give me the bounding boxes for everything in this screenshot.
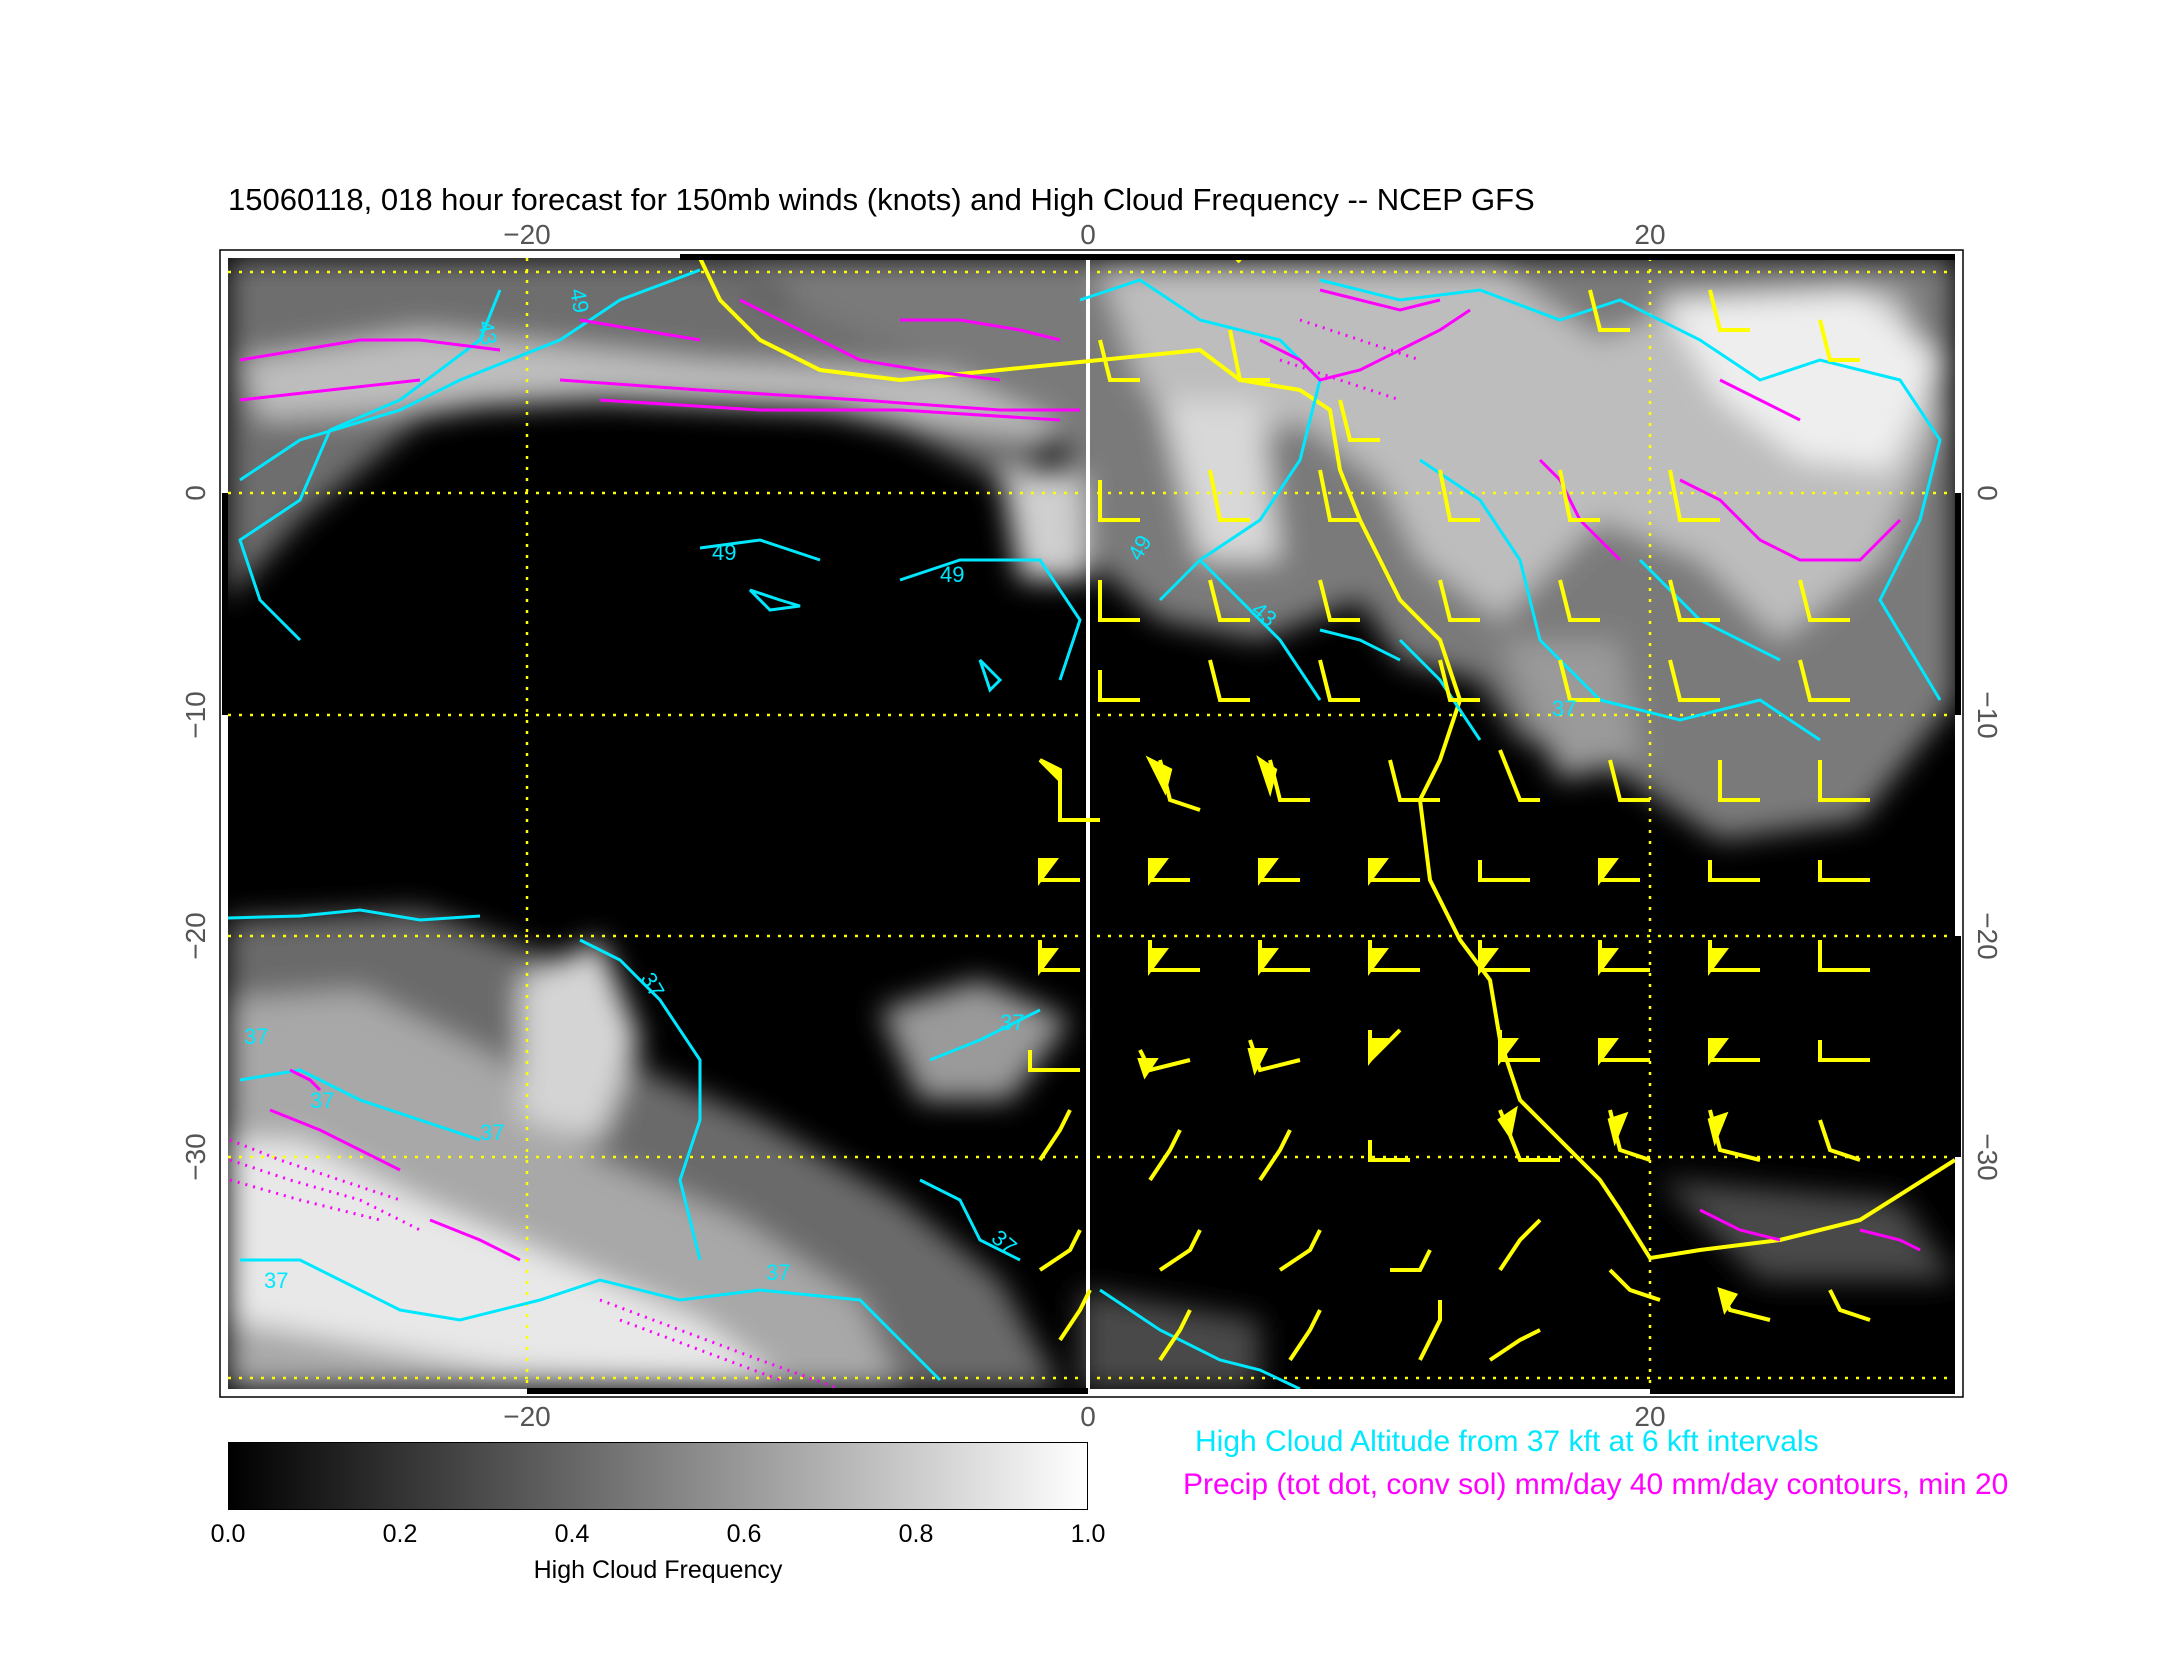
contour-label: 49 xyxy=(565,287,594,315)
contour-label: 37 xyxy=(1552,696,1576,721)
cloud-altitude-legend: High Cloud Altitude from 37 kft at 6 kft… xyxy=(1195,1425,1819,1458)
coastline xyxy=(698,258,1955,1261)
wind-barb-row-5 xyxy=(1038,1105,1861,1182)
colorbar-tick: 0.2 xyxy=(382,1520,418,1548)
contour-label: 49 xyxy=(712,540,736,565)
lon-tick-label: −20 xyxy=(503,1401,551,1432)
colorbar xyxy=(228,1442,1088,1510)
bottom-axis-bar-right xyxy=(1650,1388,1955,1394)
lat-tick-label: 0 xyxy=(180,485,211,501)
lat-tick-label: −30 xyxy=(180,1133,211,1181)
lon-tick-label: −20 xyxy=(503,219,551,250)
lon-tick-label: 20 xyxy=(1634,1401,1665,1432)
precip-legend: Precip (tot dot, conv sol) mm/day 40 mm/… xyxy=(1183,1468,2009,1501)
contour-label: 37 xyxy=(244,1024,268,1049)
colorbar-tick: 0.8 xyxy=(898,1520,934,1548)
contour-label: 37 xyxy=(1000,1010,1024,1035)
contour-label: 49 xyxy=(940,562,964,587)
colorbar-label: High Cloud Frequency xyxy=(533,1556,783,1584)
lat-tick-label: 0 xyxy=(1972,485,2003,501)
precip-dotted-contours xyxy=(229,318,1421,1389)
lon-tick-label: 0 xyxy=(1080,219,1096,250)
wind-barb-row-2 xyxy=(1038,858,1870,886)
right-axis-bar xyxy=(1955,493,1961,715)
wind-barbs xyxy=(1028,258,1871,1362)
lat-tick-label: −20 xyxy=(180,912,211,960)
contour-label: 37 xyxy=(766,1260,790,1285)
lat-tick-label: −10 xyxy=(1972,691,2003,739)
lat-ticks-right: 0 −10 −20 −30 xyxy=(1972,485,2003,1181)
lat-tick-label: −30 xyxy=(1972,1133,2003,1181)
wind-barb-row-6 xyxy=(1038,1218,1871,1322)
colorbar-tick: 0.6 xyxy=(726,1520,762,1548)
wind-barb-row-7 xyxy=(1058,1289,1541,1362)
contour-label: 37 xyxy=(480,1120,504,1145)
right-axis-bar-lower xyxy=(1955,936,1961,1157)
lon-ticks-bottom: −20 0 20 xyxy=(503,1401,1665,1432)
contour-label: 43 xyxy=(473,319,502,347)
chart-title: 15060118, 018 hour forecast for 150mb wi… xyxy=(228,182,1535,217)
left-axis-bar xyxy=(222,493,228,715)
contour-label: 37 xyxy=(264,1268,288,1293)
lon-tick-label: 20 xyxy=(1634,219,1665,250)
wind-barb-row-4 xyxy=(1028,1028,1870,1080)
high-cloud-frequency-field xyxy=(228,258,1955,1389)
contour-labels: 43 49 49 49 49 43 37 37 37 37 37 37 37 3… xyxy=(244,287,1576,1293)
lon-tick-label: 0 xyxy=(1080,1401,1096,1432)
bottom-axis-bar xyxy=(527,1388,1088,1394)
lon-ticks-top: −20 0 20 xyxy=(503,219,1665,250)
contour-label: 37 xyxy=(310,1088,334,1113)
wind-barb-row-upper xyxy=(1098,258,1860,702)
lat-tick-label: −20 xyxy=(1972,912,2003,960)
wind-barb-row-1 xyxy=(1038,749,1870,822)
lat-ticks-left: 0 −10 −20 −30 xyxy=(180,485,211,1181)
colorbar-tick: 0.4 xyxy=(554,1520,590,1548)
lat-lon-grid xyxy=(228,258,1955,1389)
colorbar-tick: 1.0 xyxy=(1070,1520,1106,1548)
wind-barb-row-3 xyxy=(1038,940,1870,976)
colorbar-tick: 0.0 xyxy=(210,1520,246,1548)
top-axis-bar xyxy=(680,254,1955,260)
lat-tick-label: −10 xyxy=(180,691,211,739)
